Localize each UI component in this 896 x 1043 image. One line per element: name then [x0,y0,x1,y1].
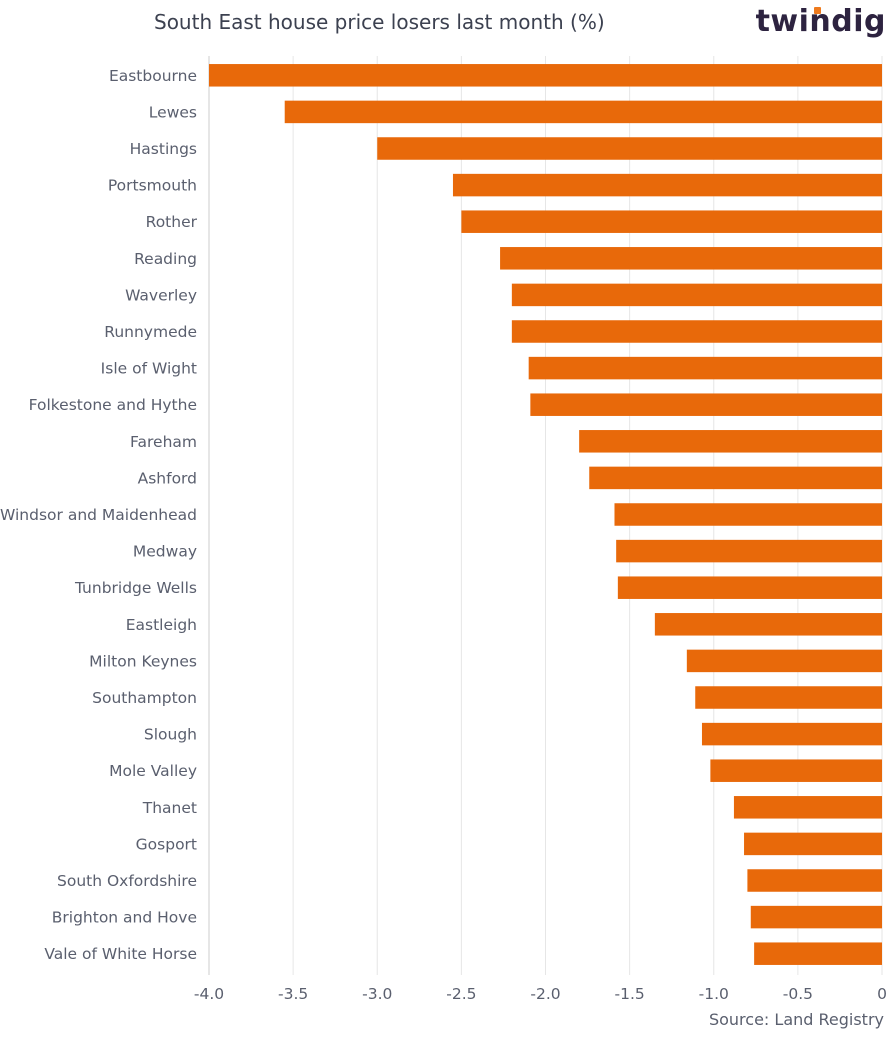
bar [511,320,882,343]
bar [528,356,882,380]
category-label: Eastleigh [126,616,197,634]
category-label: Milton Keynes [89,652,197,670]
category-label: Hastings [130,140,197,158]
category-label: Eastbourne [109,67,197,85]
x-tick-label: -3.0 [362,985,392,1003]
category-label: Windsor and Maidenhead [0,506,197,524]
category-label: Folkestone and Hythe [29,396,197,414]
bar [750,905,882,929]
x-tick-label: -2.5 [446,985,476,1003]
category-label: Slough [144,726,197,744]
category-label: Vale of White Horse [44,945,197,963]
bar [616,539,882,563]
x-tick-label: -0.5 [783,985,813,1003]
bars [209,64,882,965]
bar [500,247,882,270]
category-label: Thanet [142,799,197,817]
x-axis-ticks: -4.0 -3.5 -3.0 -2.5 -2.0 -1.5 -1.0 -0.5 0 [194,985,887,1003]
bar [733,796,882,819]
category-label: Portsmouth [108,177,197,195]
bar [579,430,882,453]
bar [747,869,882,892]
bar [695,686,882,709]
bar [710,759,882,782]
x-tick-label: -4.0 [194,985,224,1003]
category-label: Brighton and Hove [52,909,197,927]
bar [530,393,882,416]
bar [686,649,882,673]
bar [589,466,882,490]
category-label: Isle of Wight [101,360,197,378]
bar [701,722,882,746]
category-labels: Eastbourne Lewes Hastings Portsmouth Rother R… [0,67,198,963]
bar [452,173,882,197]
brand-accent-dot [813,7,821,14]
category-label: Mole Valley [109,762,197,780]
x-tick-label: -3.5 [278,985,308,1003]
category-label: Fareham [130,433,197,451]
category-label: South Oxfordshire [57,872,197,890]
category-label: Gosport [136,835,197,853]
bar [754,942,882,965]
category-label: Waverley [125,286,197,304]
category-label: Tunbridge Wells [74,579,197,597]
bar [461,210,882,233]
bar [511,283,882,307]
x-tick-label: -1.5 [615,985,645,1003]
bar [284,100,882,124]
category-label: Rother [146,213,198,231]
source-note: Source: Land Registry [708,1010,884,1029]
category-label: Lewes [149,103,197,121]
category-label: Southampton [92,689,197,707]
bar [654,613,882,636]
bar [377,137,882,160]
bar [744,832,882,856]
bar [614,503,882,526]
x-tick-label: -1.0 [699,985,729,1003]
chart-title: South East house price losers last month… [154,10,605,34]
x-tick-label: -2.0 [530,985,560,1003]
category-label: Runnymede [104,323,197,341]
bar [617,576,882,599]
twindig-logo: twindig [756,4,886,39]
category-label: Medway [133,543,197,561]
x-tick-label: 0 [877,985,887,1003]
category-label: Ashford [138,469,197,487]
bar [209,64,882,87]
category-label: Reading [134,250,197,268]
